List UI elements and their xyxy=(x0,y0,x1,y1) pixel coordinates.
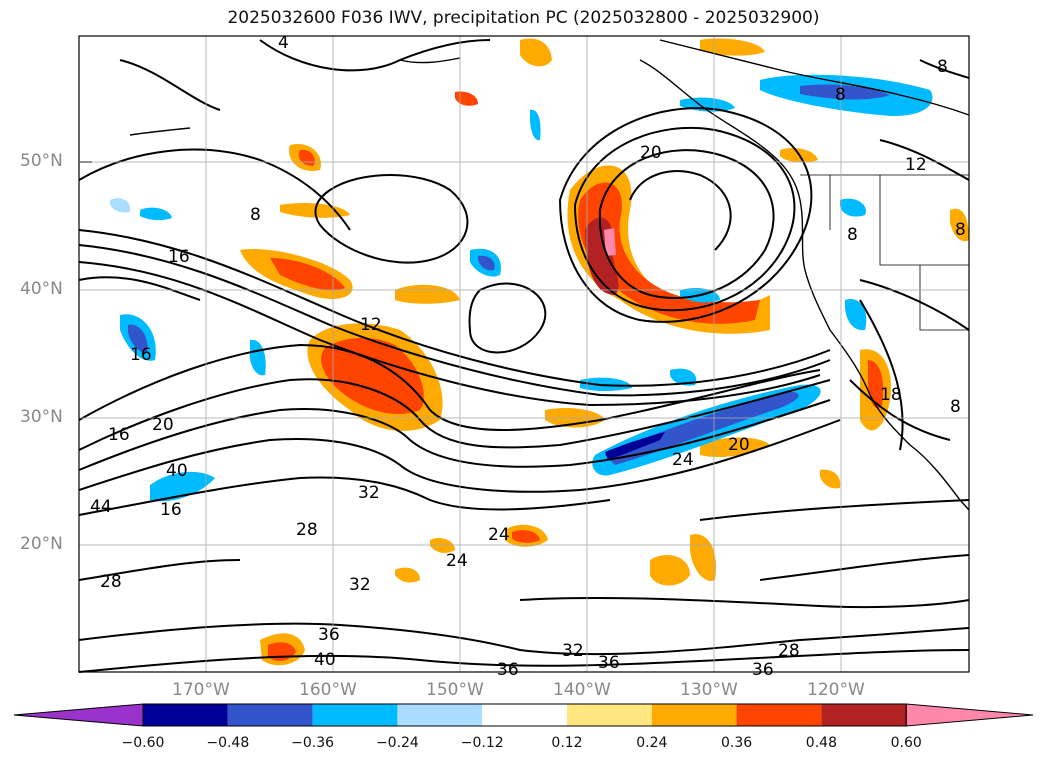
coastlines xyxy=(80,39,970,511)
contour-label: 24 xyxy=(446,551,468,571)
contour-label: 20 xyxy=(640,143,662,163)
colorbar-extend-min xyxy=(13,703,144,727)
lon-label: 150°W xyxy=(426,680,484,700)
contour-label: 16 xyxy=(160,500,182,520)
contour-label: 8 xyxy=(835,85,846,105)
contour-label: 18 xyxy=(880,385,902,405)
contour-label: 44 xyxy=(90,497,112,517)
contour-label: 16 xyxy=(130,345,152,365)
map-frame xyxy=(78,35,970,673)
borders xyxy=(800,174,969,331)
contour-label: 32 xyxy=(349,575,371,595)
colorbar-tick-label: 0.24 xyxy=(636,735,668,751)
lon-label: 140°W xyxy=(553,680,611,700)
colorbar-segment xyxy=(397,704,483,726)
iwv-contours xyxy=(78,39,970,673)
figure-title: 2025032600 F036 IWV, precipitation PC (2… xyxy=(227,8,820,28)
contour-label: 32 xyxy=(358,483,380,503)
contour-label: 16 xyxy=(108,425,130,445)
contour-label: 36 xyxy=(318,625,340,645)
contour-label: 28 xyxy=(778,641,800,661)
lat-label: 40°N xyxy=(20,279,63,299)
precip-positive-fills xyxy=(240,38,969,666)
colorbar-tick-label: 0.36 xyxy=(721,735,753,751)
contour-label: 40 xyxy=(166,461,188,481)
contour-label: 28 xyxy=(100,572,122,592)
colorbar-tick-label: −0.48 xyxy=(206,735,250,751)
colorbar-tick-label: 0.48 xyxy=(805,735,837,751)
colorbar-segment xyxy=(736,704,822,726)
contour-label: 8 xyxy=(847,225,858,245)
lon-label: 160°W xyxy=(299,680,357,700)
lat-label: 30°N xyxy=(20,407,63,427)
contour-label: 20 xyxy=(728,435,750,455)
contour-labels: 4 8 8 8 12 12 16 16 16 20 20 20 24 24 24… xyxy=(90,33,966,680)
lon-label: 120°W xyxy=(807,680,865,700)
contour-label: 8 xyxy=(250,205,261,225)
lon-label: 130°W xyxy=(680,680,738,700)
colorbar xyxy=(13,703,1034,727)
colorbar-tick-label: 0.12 xyxy=(551,735,583,751)
gridlines xyxy=(79,36,969,672)
colorbar-tick-label: −0.36 xyxy=(291,735,335,751)
contour-label: 40 xyxy=(314,650,336,670)
colorbar-segment xyxy=(821,704,907,726)
contour-label: 24 xyxy=(672,450,694,470)
contour-label: 36 xyxy=(752,660,774,680)
colorbar-extend-max xyxy=(905,703,1034,727)
contour-label: 36 xyxy=(598,653,620,673)
colorbar-segment xyxy=(227,704,313,726)
contour-label: 12 xyxy=(905,155,927,175)
colorbar-tick-label: 0.60 xyxy=(890,735,922,751)
contour-label: 28 xyxy=(296,520,318,540)
colorbar-segment xyxy=(312,704,398,726)
lat-label: 50°N xyxy=(20,151,63,171)
contour-label: 8 xyxy=(937,57,948,77)
contour-label: 20 xyxy=(152,415,174,435)
contour-label: 36 xyxy=(497,660,519,680)
contour-label: 32 xyxy=(562,641,584,661)
contour-label: 16 xyxy=(168,247,190,267)
colorbar-segment xyxy=(482,704,567,726)
lat-label: 20°N xyxy=(20,534,63,554)
colorbar-tick-label: −0.60 xyxy=(121,735,165,751)
colorbar-segment xyxy=(567,704,652,726)
contour-label: 4 xyxy=(278,33,289,53)
colorbar-tick-label: −0.12 xyxy=(460,735,504,751)
contour-label: 8 xyxy=(955,220,966,240)
colorbar-tick-label: −0.24 xyxy=(375,735,419,751)
colorbar-outline xyxy=(142,703,907,727)
lon-label: 170°W xyxy=(172,680,230,700)
contour-label: 12 xyxy=(360,315,382,335)
map-area xyxy=(79,36,969,672)
contour-label: 8 xyxy=(950,397,961,417)
colorbar-segment xyxy=(143,704,228,726)
contour-label: 24 xyxy=(488,525,510,545)
colorbar-segment xyxy=(651,704,737,726)
